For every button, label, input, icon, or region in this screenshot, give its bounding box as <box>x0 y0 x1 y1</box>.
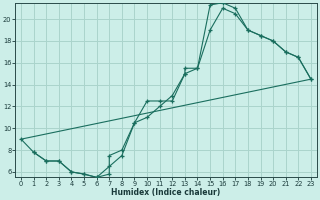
X-axis label: Humidex (Indice chaleur): Humidex (Indice chaleur) <box>111 188 220 197</box>
